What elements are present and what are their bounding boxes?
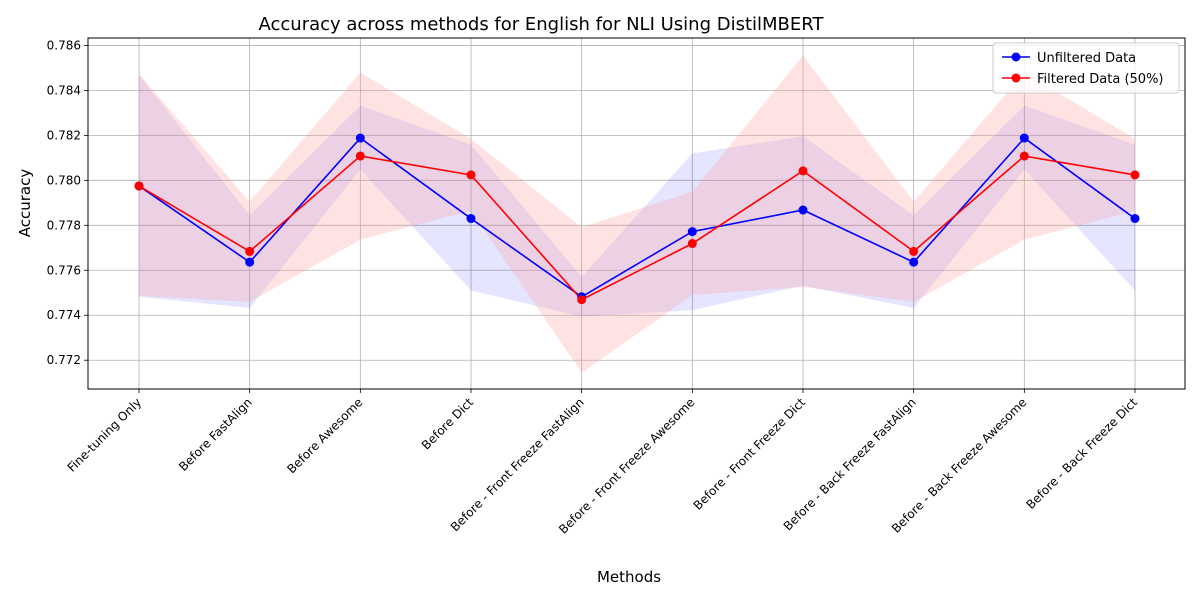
data-point-series-1 <box>577 295 587 305</box>
data-point-series-1 <box>687 239 697 249</box>
legend-box <box>992 42 1180 94</box>
data-point-series-0 <box>245 257 255 267</box>
y-tick-label: 0.772 <box>47 353 81 367</box>
data-point-series-0 <box>1130 214 1140 224</box>
y-tick-label: 0.774 <box>47 308 81 322</box>
legend-label-filtered: Filtered Data (50%) <box>1037 72 1164 87</box>
chart-title: Accuracy across methods for English for … <box>259 14 825 35</box>
y-tick-label: 0.786 <box>47 38 81 52</box>
data-point-series-0 <box>355 133 365 143</box>
legend-label-unfiltered: Unfiltered Data <box>1037 51 1136 66</box>
series-points <box>134 133 1140 305</box>
series-line-0 <box>138 136 1136 298</box>
data-point-series-0 <box>909 257 919 267</box>
series-lines <box>138 136 1136 301</box>
y-tick-label: 0.776 <box>47 263 81 277</box>
data-point-series-0 <box>687 227 697 237</box>
legend-marker-filtered <box>1011 73 1021 83</box>
legend: Unfiltered Data Filtered Data (50%) <box>992 42 1180 94</box>
data-point-series-0 <box>798 205 808 215</box>
confidence-band-series-0 <box>139 75 1135 317</box>
x-axis-title: Methods <box>597 568 661 586</box>
data-point-series-1 <box>1019 151 1029 161</box>
series-line-1 <box>138 155 1136 301</box>
y-tick-label: 0.782 <box>47 128 81 142</box>
data-point-series-1 <box>245 246 255 256</box>
data-point-series-0 <box>466 214 476 224</box>
y-axis-title: Accuracy <box>16 169 34 238</box>
data-point-series-1 <box>355 151 365 161</box>
data-point-series-1 <box>798 166 808 176</box>
y-axis-ticks: 0.772 0.774 0.776 0.778 0.780 0.782 0.784 0.786 <box>47 38 88 367</box>
y-tick-label: 0.784 <box>47 83 81 97</box>
data-point-series-1 <box>909 246 919 256</box>
data-point-series-1 <box>466 170 476 180</box>
confidence-bands <box>139 55 1135 373</box>
y-tick-label: 0.780 <box>47 173 81 187</box>
data-point-series-1 <box>134 181 144 191</box>
plot-frame <box>87 37 1186 390</box>
y-tick-label: 0.778 <box>47 218 81 232</box>
legend-marker-unfiltered <box>1011 52 1021 62</box>
data-point-series-1 <box>1130 170 1140 180</box>
data-point-series-0 <box>1019 133 1029 143</box>
confidence-band-series-1 <box>139 55 1135 373</box>
